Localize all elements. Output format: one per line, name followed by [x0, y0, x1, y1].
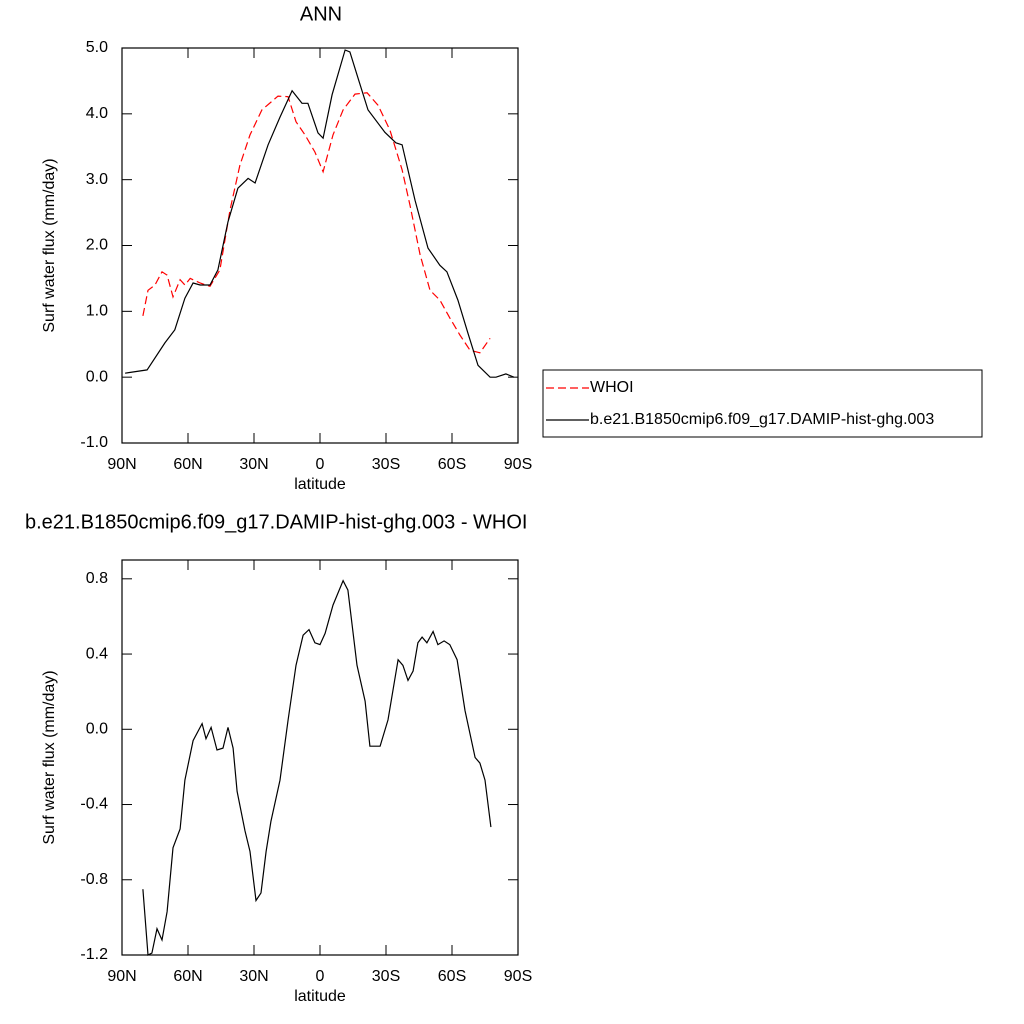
- x-tick-label: 90S: [504, 968, 532, 985]
- x-axis-label: latitude: [294, 476, 346, 493]
- x-tick-label: 60N: [173, 456, 202, 473]
- y-tick-label: 2.0: [86, 237, 108, 254]
- y-tick-label: -0.4: [80, 796, 108, 813]
- y-tick-label: 0.4: [86, 645, 108, 662]
- y-tick-label: -0.8: [80, 871, 108, 888]
- x-tick-label: 30S: [372, 456, 400, 473]
- plot-frame: [121, 47, 519, 444]
- y-tick-label: 4.0: [86, 105, 108, 122]
- data-line: [142, 579, 492, 956]
- y-tick-label: -1.0: [80, 434, 108, 451]
- y-tick-label: 0.0: [86, 368, 108, 385]
- x-tick-label: 90S: [504, 456, 532, 473]
- x-tick-label: 30N: [239, 456, 268, 473]
- y-tick-label: 1.0: [86, 303, 108, 320]
- legend-box: [542, 369, 983, 438]
- x-tick-label: 30N: [239, 968, 268, 985]
- data-line: [142, 92, 491, 354]
- x-tick-label: 60N: [173, 968, 202, 985]
- x-tick-label: 90N: [107, 968, 136, 985]
- y-tick-label: 0.8: [86, 570, 108, 587]
- y-tick-label: 0.0: [86, 721, 108, 738]
- x-axis-label: latitude: [294, 988, 346, 1005]
- x-tick-label: 60S: [438, 968, 466, 985]
- x-tick-label: 90N: [107, 456, 136, 473]
- chart-title: b.e21.B1850cmip6.f09_g17.DAMIP-hist-ghg.…: [25, 511, 527, 533]
- legend-label: b.e21.B1850cmip6.f09_g17.DAMIP-hist-ghg.…: [590, 411, 934, 428]
- y-axis-label: Surf water flux (mm/day): [41, 670, 58, 844]
- x-tick-label: 30S: [372, 968, 400, 985]
- y-tick-label: -1.2: [80, 946, 108, 963]
- y-axis-label: Surf water flux (mm/day): [41, 158, 58, 332]
- chart-title: ANN: [300, 3, 342, 25]
- x-tick-label: 60S: [438, 456, 466, 473]
- y-tick-label: 5.0: [86, 39, 108, 56]
- x-tick-label: 0: [316, 968, 325, 985]
- y-tick-label: 3.0: [86, 171, 108, 188]
- plot-frame: [121, 559, 519, 956]
- x-tick-label: 0: [316, 456, 325, 473]
- data-line: [125, 49, 515, 378]
- legend-label: WHOI: [590, 379, 634, 396]
